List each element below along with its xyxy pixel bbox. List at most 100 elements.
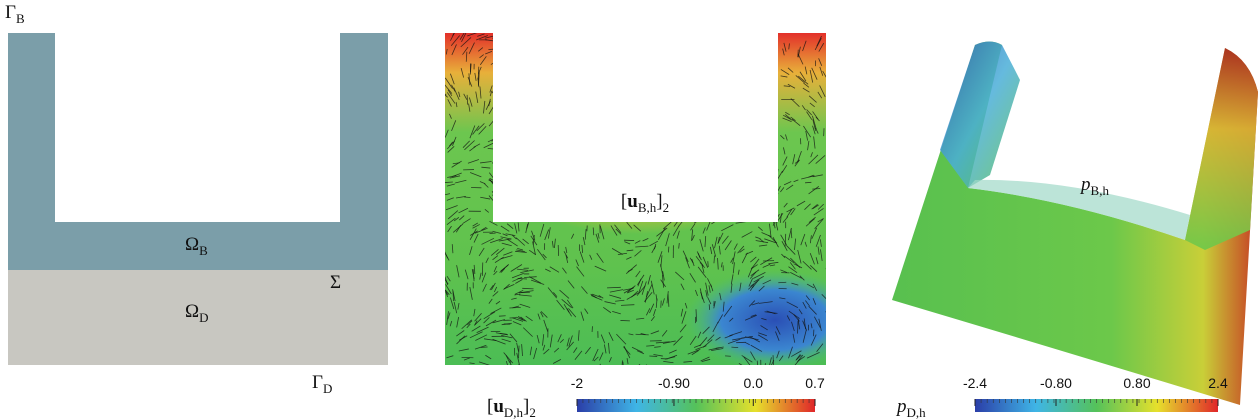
arrow: [445, 291, 449, 298]
arrow: [695, 309, 697, 322]
arrow: [478, 247, 485, 257]
arrow: [638, 280, 644, 294]
arrow: [568, 335, 573, 347]
arrow: [460, 67, 465, 78]
subscript: B,h: [638, 200, 657, 215]
arrow: [493, 270, 498, 276]
bracket: [: [621, 191, 627, 212]
arrow: [622, 361, 624, 365]
arrow: [542, 344, 546, 351]
arrow: [526, 222, 530, 229]
arrow: [469, 331, 483, 339]
arrow: [645, 364, 656, 365]
arrow: [489, 85, 493, 93]
arrow: [750, 344, 763, 352]
math-label: Σ: [330, 272, 341, 293]
arrow: [646, 284, 653, 297]
arrow: [456, 265, 460, 278]
symbol: p: [895, 396, 907, 417]
arrow: [636, 317, 645, 320]
arrow: [792, 154, 796, 165]
arrow: [683, 360, 693, 363]
subscript: B: [199, 243, 208, 258]
arrow: [773, 221, 776, 229]
arrow: [479, 86, 482, 99]
arrow: [451, 244, 454, 254]
arrow: [795, 75, 805, 84]
arrow: [656, 227, 668, 237]
arrow: [565, 254, 569, 264]
math-label: [uD,h]2: [487, 396, 536, 420]
arrow: [805, 218, 815, 227]
arrow: [650, 280, 655, 295]
arrow: [808, 305, 817, 315]
arrow: [748, 300, 756, 307]
arrow: [453, 217, 460, 222]
arrow: [517, 222, 520, 232]
arrow: [469, 246, 473, 255]
arrow: [493, 286, 498, 293]
arrow: [600, 334, 606, 344]
arrow: [711, 348, 724, 351]
arrow: [463, 357, 470, 361]
arrow: [719, 292, 722, 301]
arrow: [657, 227, 666, 241]
arrow: [474, 313, 482, 322]
arrow: [598, 294, 604, 299]
arrow: [809, 69, 814, 83]
arrow: [458, 215, 465, 221]
arrow: [724, 334, 733, 339]
arrow: [590, 293, 597, 299]
arrow: [797, 46, 801, 58]
arrow: [802, 87, 810, 93]
arrow: [501, 335, 513, 339]
arrow: [780, 69, 790, 75]
arrow: [447, 210, 459, 220]
arrow: [573, 347, 578, 353]
arrow: [520, 316, 527, 322]
arrow: [650, 330, 660, 335]
arrow: [781, 253, 786, 258]
arrow: [626, 256, 632, 260]
arrow: [774, 193, 779, 199]
pressure-surface: [892, 41, 1258, 405]
arrow: [778, 281, 787, 284]
arrow: [743, 356, 751, 365]
arrow: [488, 120, 494, 127]
arrow: [779, 213, 782, 223]
arrow: [462, 218, 471, 224]
arrow: [748, 278, 754, 287]
arrow: [525, 315, 533, 322]
arrow: [509, 360, 512, 365]
arrow: [814, 37, 822, 51]
arrow: [740, 335, 754, 339]
arrow: [791, 321, 795, 332]
arrow: [449, 320, 453, 327]
arrow: [537, 313, 541, 320]
arrow: [446, 311, 449, 325]
bracket: ]: [656, 191, 662, 212]
arrow: [684, 302, 688, 309]
arrow: [453, 87, 460, 101]
arrow: [797, 53, 804, 65]
arrow: [489, 285, 494, 291]
arrow: [500, 264, 509, 272]
arrow: [783, 85, 791, 87]
colorbar-tick-label: 2.4: [1208, 375, 1228, 391]
arrow: [634, 240, 641, 244]
arrow: [568, 308, 577, 318]
arrow: [720, 262, 723, 268]
arrow: [660, 264, 664, 277]
arrow: [447, 99, 452, 107]
arrow: [472, 125, 480, 135]
arrow: [812, 115, 817, 130]
arrow: [653, 309, 656, 316]
arrow: [483, 317, 490, 324]
arrow: [477, 47, 484, 52]
arrow: [758, 332, 767, 337]
arrow: [461, 319, 473, 330]
arrow: [491, 162, 501, 171]
math-label: pB,h: [1079, 174, 1109, 198]
arrow: [515, 250, 527, 253]
arrow: [791, 282, 799, 286]
